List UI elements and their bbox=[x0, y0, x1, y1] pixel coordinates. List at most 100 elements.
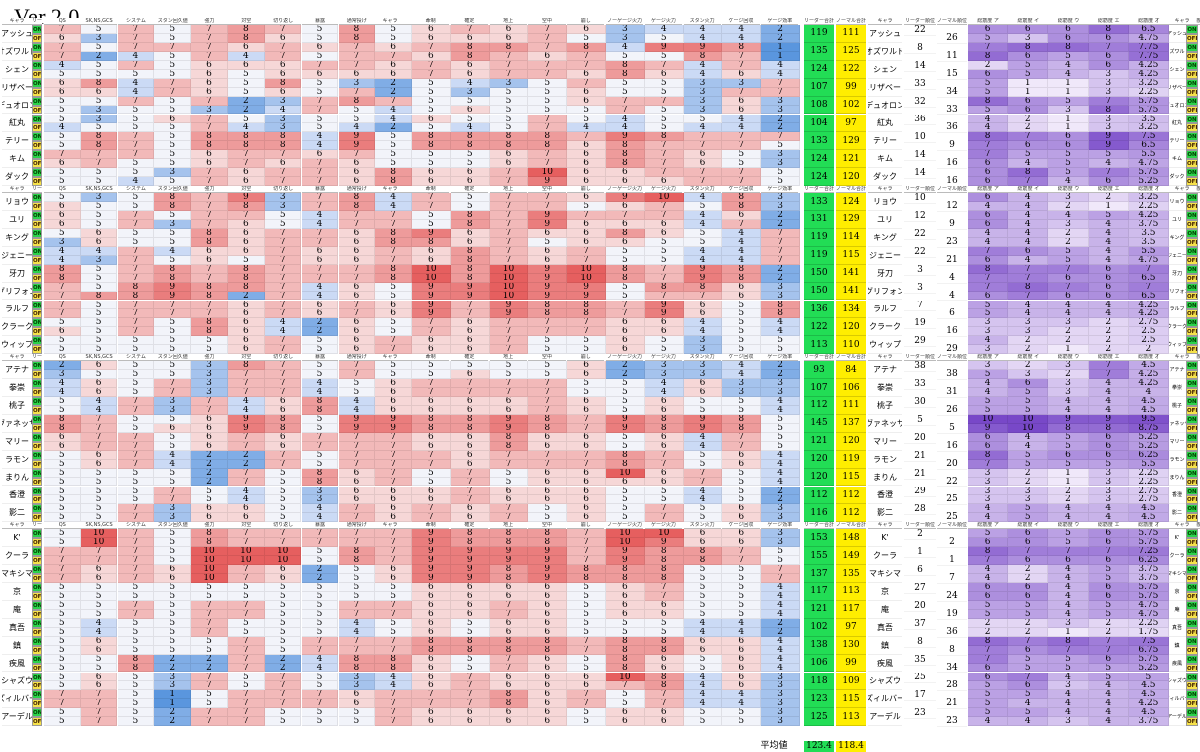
leader-off-toggle[interactable]: OFF bbox=[32, 51, 42, 61]
leader-on-toggle[interactable]: ON bbox=[1186, 583, 1198, 592]
leader-off-toggle[interactable]: OFF bbox=[1186, 441, 1198, 451]
leader-off-toggle[interactable]: OFF bbox=[1186, 556, 1198, 566]
leader-off-toggle[interactable]: OFF bbox=[32, 477, 42, 487]
leader-off-toggle[interactable]: OFF bbox=[32, 459, 42, 469]
leader-on-toggle[interactable]: ON bbox=[1186, 708, 1198, 718]
leader-on-toggle[interactable]: ON bbox=[1186, 132, 1198, 142]
leader-off-toggle[interactable]: OFF bbox=[1186, 609, 1198, 619]
leader-off-toggle[interactable]: OFF bbox=[32, 681, 42, 691]
leader-off-toggle[interactable]: OFF bbox=[32, 273, 42, 283]
leader-off-toggle[interactable]: OFF bbox=[32, 663, 42, 673]
leader-on-toggle[interactable]: ON bbox=[32, 432, 42, 442]
leader-on-toggle[interactable]: ON bbox=[32, 468, 42, 478]
leader-on-toggle[interactable]: ON bbox=[1186, 150, 1198, 160]
leader-on-toggle[interactable]: ON bbox=[1186, 618, 1198, 628]
leader-on-toggle[interactable]: ON bbox=[32, 565, 42, 575]
leader-off-toggle[interactable]: OFF bbox=[1186, 574, 1198, 583]
leader-off-toggle[interactable]: OFF bbox=[32, 495, 42, 505]
leader-off-toggle[interactable]: OFF bbox=[1186, 645, 1198, 655]
leader-off-toggle[interactable]: OFF bbox=[32, 574, 42, 583]
leader-off-toggle[interactable]: OFF bbox=[1186, 291, 1198, 301]
leader-on-toggle[interactable]: ON bbox=[32, 211, 42, 220]
leader-off-toggle[interactable]: OFF bbox=[32, 69, 42, 79]
leader-off-toggle[interactable]: OFF bbox=[1186, 202, 1198, 211]
leader-off-toggle[interactable]: OFF bbox=[1186, 69, 1198, 79]
leader-off-toggle[interactable]: OFF bbox=[1186, 177, 1198, 187]
leader-off-toggle[interactable]: OFF bbox=[1186, 159, 1198, 169]
leader-off-toggle[interactable]: OFF bbox=[1186, 513, 1198, 523]
leader-on-toggle[interactable]: ON bbox=[32, 78, 42, 88]
leader-off-toggle[interactable]: OFF bbox=[1186, 87, 1198, 97]
leader-off-toggle[interactable]: OFF bbox=[1186, 405, 1198, 415]
leader-off-toggle[interactable]: OFF bbox=[32, 405, 42, 415]
leader-on-toggle[interactable]: ON bbox=[32, 361, 42, 371]
leader-off-toggle[interactable]: OFF bbox=[1186, 699, 1198, 709]
leader-on-toggle[interactable]: ON bbox=[1186, 168, 1198, 178]
leader-on-toggle[interactable]: ON bbox=[32, 529, 42, 539]
leader-on-toggle[interactable]: ON bbox=[32, 168, 42, 178]
leader-off-toggle[interactable]: OFF bbox=[32, 627, 42, 637]
leader-on-toggle[interactable]: ON bbox=[32, 150, 42, 160]
leader-on-toggle[interactable]: ON bbox=[32, 690, 42, 700]
leader-off-toggle[interactable]: OFF bbox=[32, 591, 42, 601]
leader-on-toggle[interactable]: ON bbox=[1186, 486, 1198, 496]
leader-off-toggle[interactable]: OFF bbox=[32, 699, 42, 709]
leader-on-toggle[interactable]: ON bbox=[32, 264, 42, 274]
leader-on-toggle[interactable]: ON bbox=[1186, 565, 1198, 575]
leader-off-toggle[interactable]: OFF bbox=[32, 123, 42, 133]
leader-on-toggle[interactable]: ON bbox=[1186, 654, 1198, 664]
leader-on-toggle[interactable]: ON bbox=[32, 246, 42, 256]
leader-on-toggle[interactable]: ON bbox=[1186, 600, 1198, 610]
leader-on-toggle[interactable]: ON bbox=[32, 486, 42, 496]
leader-off-toggle[interactable]: OFF bbox=[1186, 459, 1198, 469]
leader-on-toggle[interactable]: ON bbox=[32, 193, 42, 203]
leader-off-toggle[interactable]: OFF bbox=[32, 202, 42, 211]
leader-off-toggle[interactable]: OFF bbox=[1186, 538, 1198, 548]
leader-off-toggle[interactable]: OFF bbox=[32, 177, 42, 187]
leader-on-toggle[interactable]: ON bbox=[32, 282, 42, 292]
leader-off-toggle[interactable]: OFF bbox=[32, 105, 42, 115]
leader-on-toggle[interactable]: ON bbox=[1186, 336, 1198, 346]
leader-off-toggle[interactable]: OFF bbox=[32, 237, 42, 247]
leader-off-toggle[interactable]: OFF bbox=[1186, 591, 1198, 601]
leader-off-toggle[interactable]: OFF bbox=[1186, 273, 1198, 283]
leader-on-toggle[interactable]: ON bbox=[32, 654, 42, 664]
leader-off-toggle[interactable]: OFF bbox=[1186, 345, 1198, 355]
leader-on-toggle[interactable]: ON bbox=[1186, 379, 1198, 389]
leader-off-toggle[interactable]: OFF bbox=[1186, 423, 1198, 433]
leader-off-toggle[interactable]: OFF bbox=[32, 423, 42, 433]
leader-off-toggle[interactable]: OFF bbox=[1186, 309, 1198, 319]
leader-off-toggle[interactable]: OFF bbox=[1186, 477, 1198, 487]
leader-on-toggle[interactable]: ON bbox=[32, 228, 42, 238]
leader-on-toggle[interactable]: ON bbox=[1186, 264, 1198, 274]
leader-off-toggle[interactable]: OFF bbox=[32, 291, 42, 301]
leader-on-toggle[interactable]: ON bbox=[32, 60, 42, 70]
leader-on-toggle[interactable]: ON bbox=[1186, 42, 1198, 52]
leader-off-toggle[interactable]: OFF bbox=[1186, 495, 1198, 505]
leader-on-toggle[interactable]: ON bbox=[1186, 361, 1198, 371]
leader-off-toggle[interactable]: OFF bbox=[1186, 51, 1198, 61]
leader-on-toggle[interactable]: ON bbox=[1186, 547, 1198, 557]
leader-on-toggle[interactable]: ON bbox=[1186, 78, 1198, 88]
leader-on-toggle[interactable]: ON bbox=[32, 414, 42, 424]
leader-on-toggle[interactable]: ON bbox=[1186, 636, 1198, 646]
leader-on-toggle[interactable]: ON bbox=[1186, 529, 1198, 539]
leader-off-toggle[interactable]: OFF bbox=[32, 219, 42, 229]
leader-on-toggle[interactable]: ON bbox=[32, 636, 42, 646]
leader-on-toggle[interactable]: ON bbox=[32, 397, 42, 406]
leader-on-toggle[interactable]: ON bbox=[32, 708, 42, 718]
leader-on-toggle[interactable]: ON bbox=[32, 547, 42, 557]
leader-off-toggle[interactable]: OFF bbox=[32, 538, 42, 548]
leader-on-toggle[interactable]: ON bbox=[1186, 397, 1198, 406]
leader-on-toggle[interactable]: ON bbox=[1186, 690, 1198, 700]
leader-off-toggle[interactable]: OFF bbox=[1186, 237, 1198, 247]
leader-on-toggle[interactable]: ON bbox=[32, 583, 42, 592]
leader-off-toggle[interactable]: OFF bbox=[32, 87, 42, 97]
leader-off-toggle[interactable]: OFF bbox=[32, 609, 42, 619]
leader-on-toggle[interactable]: ON bbox=[1186, 414, 1198, 424]
leader-on-toggle[interactable]: ON bbox=[1186, 96, 1198, 106]
leader-on-toggle[interactable]: ON bbox=[32, 132, 42, 142]
leader-on-toggle[interactable]: ON bbox=[1186, 246, 1198, 256]
leader-on-toggle[interactable]: ON bbox=[32, 300, 42, 310]
leader-on-toggle[interactable]: ON bbox=[32, 672, 42, 682]
